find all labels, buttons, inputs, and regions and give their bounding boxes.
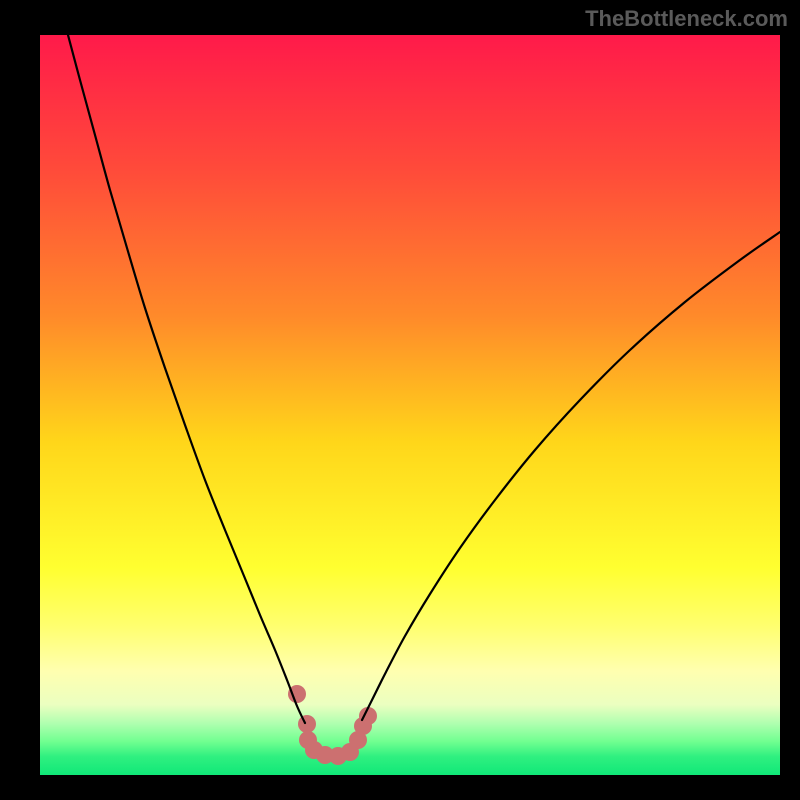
watermark-text: TheBottleneck.com [585,6,788,32]
chart-container: TheBottleneck.com [0,0,800,800]
chart-svg [0,0,800,800]
plot-background [40,35,780,775]
marker-bottom-trough [298,715,316,733]
